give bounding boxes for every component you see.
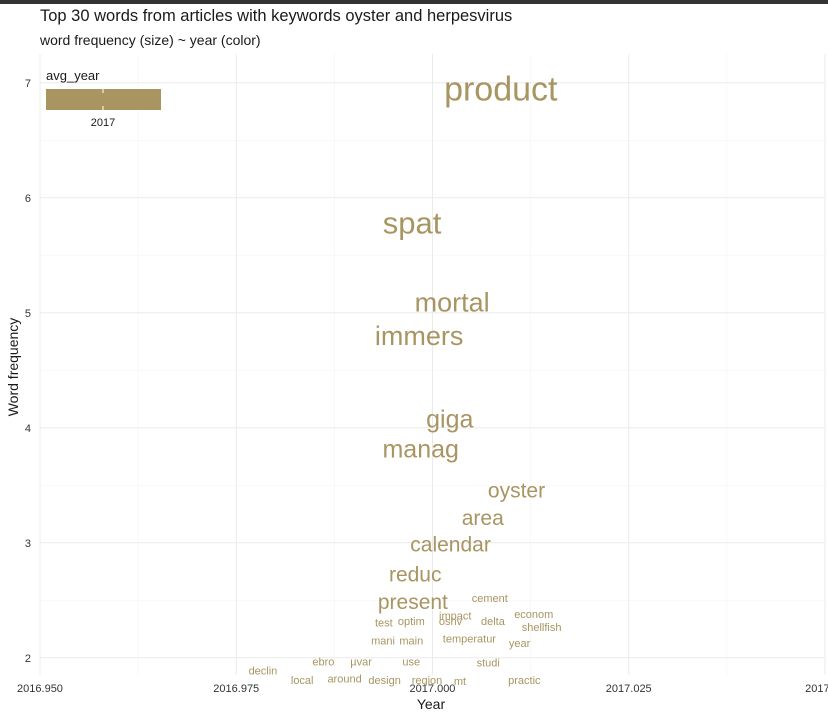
x-tick-label: 2017.000 bbox=[410, 683, 456, 695]
word-test: test bbox=[375, 617, 393, 629]
x-axis-label: Year bbox=[417, 696, 446, 712]
word-studi: studi bbox=[477, 658, 500, 670]
word-mani: mani bbox=[371, 636, 395, 648]
word-local: local bbox=[291, 675, 314, 687]
x-axis-ticks: 2016.950 2016.975 2017.000 2017.025 2017.05 bbox=[17, 683, 828, 695]
legend-color-bar bbox=[46, 89, 161, 110]
word-optim: optim bbox=[398, 616, 425, 628]
word-giga: giga bbox=[426, 406, 473, 434]
legend-label: 2017 bbox=[91, 117, 115, 129]
word-mt: mt bbox=[454, 676, 466, 688]
word-mortal: mortal bbox=[415, 287, 490, 317]
word-declin: declin bbox=[249, 666, 278, 678]
y-tick-label: 6 bbox=[25, 193, 31, 205]
y-tick-label: 5 bbox=[25, 308, 31, 320]
word-cement: cement bbox=[472, 593, 508, 605]
legend: avg_year 2017 bbox=[46, 68, 161, 129]
chart-title: Top 30 words from articles with keywords… bbox=[40, 7, 513, 25]
word-present: present bbox=[378, 591, 448, 614]
word-temperatur: temperatur bbox=[443, 633, 497, 645]
x-tick-label: 2017.025 bbox=[606, 683, 652, 695]
word-practic: practic bbox=[508, 675, 541, 687]
y-tick-label: 4 bbox=[25, 423, 31, 435]
word-econom: econom bbox=[514, 609, 553, 621]
word-year: year bbox=[509, 638, 531, 650]
y-axis-label: Word frequency bbox=[5, 318, 21, 417]
word-oshv: oshv bbox=[439, 616, 463, 628]
word-region: region bbox=[412, 675, 443, 687]
word-design: design bbox=[368, 675, 400, 687]
word-spat: spat bbox=[383, 206, 442, 241]
y-axis-ticks: 2 3 4 5 6 7 bbox=[25, 78, 31, 665]
x-tick-label: 2017.05 bbox=[805, 683, 828, 695]
word-around: around bbox=[327, 674, 361, 686]
chart-subtitle: word frequency (size) ~ year (color) bbox=[40, 32, 261, 48]
word-reduc: reduc bbox=[389, 563, 442, 586]
x-tick-label: 2016.975 bbox=[213, 683, 259, 695]
y-tick-label: 3 bbox=[25, 538, 31, 550]
word-main: main bbox=[399, 636, 423, 648]
word-calendar: calendar bbox=[410, 534, 491, 557]
x-tick-label: 2016.950 bbox=[17, 683, 63, 695]
word-shellfish: shellfish bbox=[522, 622, 562, 634]
word-oyster: oyster bbox=[488, 480, 545, 503]
grid-lines bbox=[39, 54, 826, 675]
window-top-border bbox=[0, 0, 828, 4]
y-tick-label: 2 bbox=[25, 653, 31, 665]
word-manag: manag bbox=[382, 436, 458, 464]
word-product: product bbox=[444, 71, 558, 109]
word-ebro: ebro bbox=[312, 656, 334, 668]
word-impact: impact bbox=[439, 610, 471, 622]
word-immers: immers bbox=[375, 321, 464, 351]
y-tick-label: 7 bbox=[25, 78, 31, 90]
legend-title: avg_year bbox=[46, 68, 100, 83]
word-delta: delta bbox=[481, 616, 506, 628]
word-area: area bbox=[462, 507, 504, 530]
word-µvar: µvar bbox=[350, 656, 372, 668]
word-use: use bbox=[402, 656, 420, 668]
